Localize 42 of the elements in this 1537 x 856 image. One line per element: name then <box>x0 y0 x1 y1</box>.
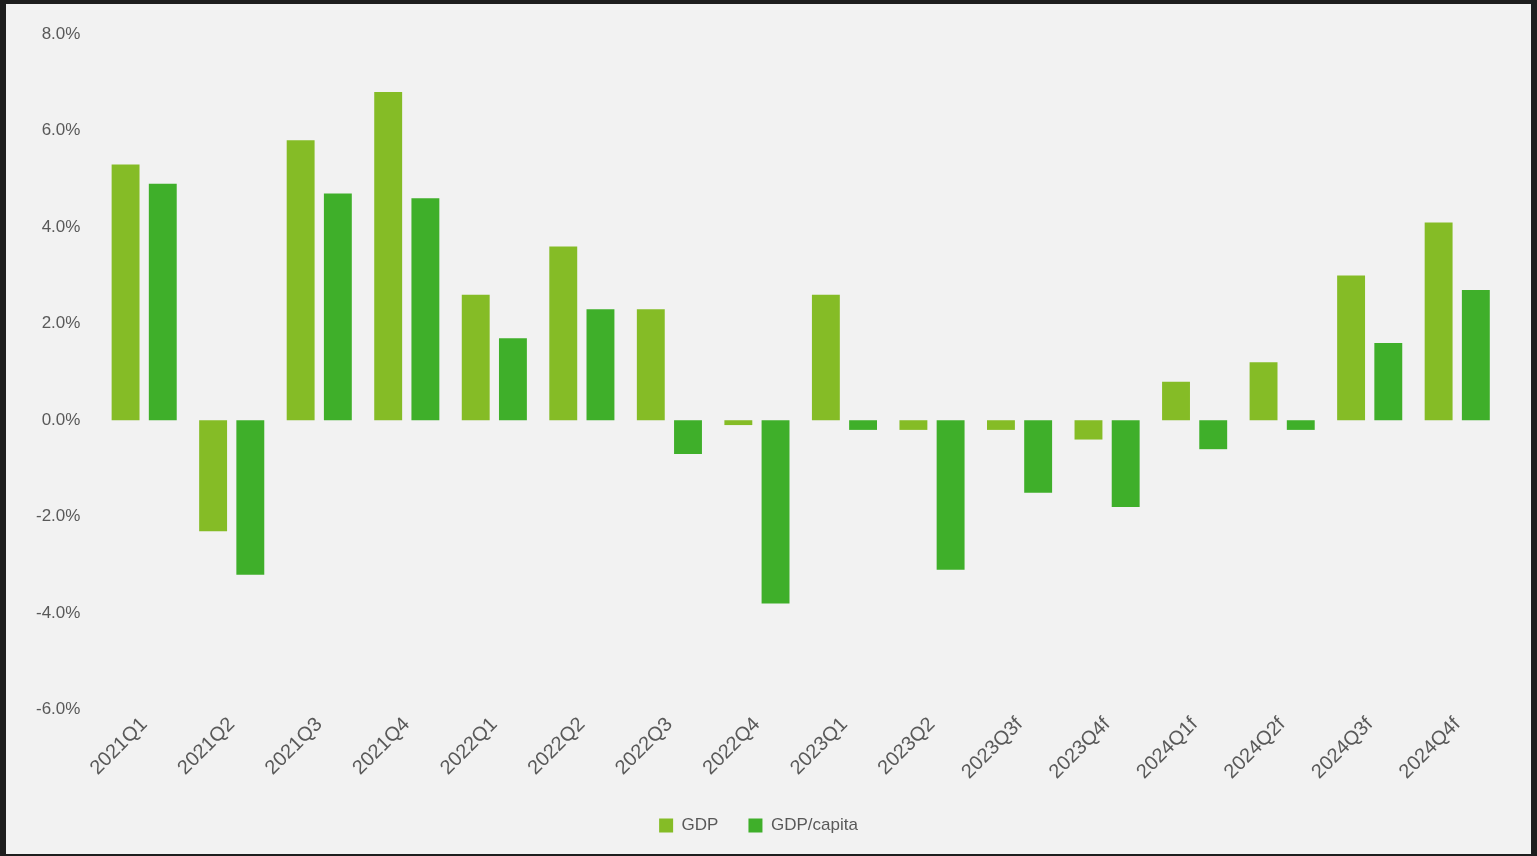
bar <box>111 164 140 421</box>
bar <box>936 420 965 570</box>
bar <box>761 420 790 604</box>
legend-label: GDP/capita <box>770 815 859 835</box>
bar <box>1249 362 1278 421</box>
bar <box>1162 381 1190 421</box>
y-tick-label: 2.0% <box>41 313 81 333</box>
bar <box>374 92 403 421</box>
y-tick-label: 8.0% <box>41 23 81 43</box>
bar <box>236 420 265 575</box>
bar <box>286 140 315 421</box>
bar <box>899 420 928 430</box>
bar <box>1286 420 1315 430</box>
y-tick-label: 4.0% <box>41 216 81 236</box>
y-tick-label: -4.0% <box>35 602 81 622</box>
bar <box>498 338 527 421</box>
bar <box>636 309 665 421</box>
bar <box>811 294 840 421</box>
bar <box>586 309 615 421</box>
bar <box>1461 289 1490 421</box>
bar <box>1024 420 1053 493</box>
y-tick-label: -2.0% <box>35 506 81 526</box>
bar <box>1111 420 1140 508</box>
bar <box>1199 420 1228 450</box>
bar <box>724 420 753 426</box>
bar <box>199 420 228 532</box>
bar <box>323 193 352 421</box>
bar <box>674 420 702 455</box>
bar <box>1374 343 1403 421</box>
bar <box>549 246 578 421</box>
y-tick-label: 0.0% <box>41 409 81 429</box>
bar <box>1337 275 1366 421</box>
bar <box>461 294 490 421</box>
y-tick-label: -6.0% <box>35 699 81 719</box>
bar <box>1424 222 1453 421</box>
legend-label: GDP <box>681 815 719 835</box>
bar <box>986 420 1015 430</box>
bar <box>411 198 440 421</box>
bar <box>1074 420 1103 440</box>
bar <box>148 183 177 421</box>
y-tick-label: 6.0% <box>41 120 81 140</box>
bar <box>849 420 878 430</box>
